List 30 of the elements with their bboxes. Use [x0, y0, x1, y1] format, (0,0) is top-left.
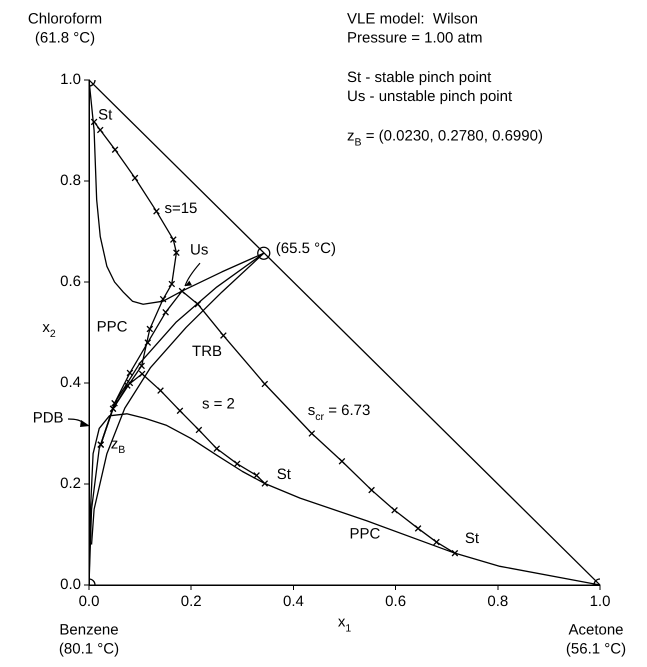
y-tick-label: 0.4 — [60, 374, 81, 392]
y-tick-label: 0.8 — [60, 172, 81, 190]
annotation: St — [98, 106, 114, 124]
y-tick-label: 0.0 — [60, 576, 81, 594]
annotation: Chloroform (61.8 °C) — [28, 10, 102, 47]
annotation: TRB — [192, 342, 222, 360]
y-tick-label: 0.2 — [60, 475, 81, 492]
annotation: PPC — [350, 526, 381, 543]
annotation: St — [464, 530, 480, 547]
y-tick-label: 0.6 — [60, 273, 81, 290]
annotation: St — [276, 466, 292, 484]
text: Pressure = 1.00 atm — [347, 30, 483, 47]
annotation: PPC — [96, 318, 128, 336]
x-tick-label: 0.2 — [180, 593, 202, 610]
text: PDB — [32, 409, 64, 426]
annotation: s = 2 — [202, 395, 235, 412]
annotation: Us - unstable pinch point — [347, 88, 513, 106]
annotation: Acetone (56.1 °C) — [566, 622, 626, 658]
annotation: Us — [190, 242, 208, 259]
annotation: Benzene (80.1 °C) — [58, 622, 120, 658]
x-tick-label: 0.8 — [487, 593, 508, 610]
x-tick-label: 0.4 — [282, 593, 304, 610]
y-tick-label: 1.0 — [60, 71, 81, 88]
annotation: s=15 — [164, 200, 198, 217]
annotation: St - stable pinch point — [347, 69, 492, 86]
text: VLE model: Wilson — [347, 10, 478, 28]
annotation: (65.5 °C) — [276, 240, 336, 257]
x-tick-label: 0.0 — [78, 593, 100, 610]
x-tick-label: 0.6 — [385, 593, 406, 610]
x-tick-label: 1.0 — [590, 593, 610, 610]
